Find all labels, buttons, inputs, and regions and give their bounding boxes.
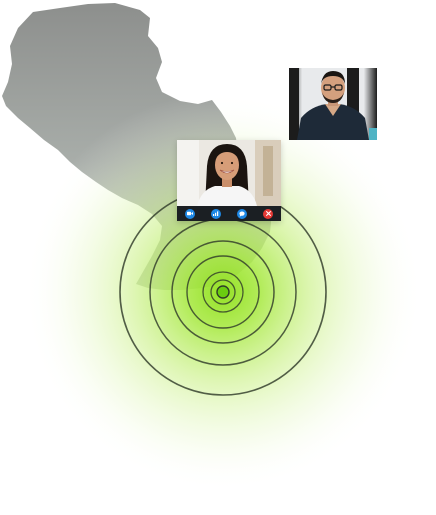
radar-ring (210, 279, 236, 305)
video-tile-man[interactable] (289, 68, 377, 140)
chat-bubble-icon (239, 211, 245, 217)
signal-button[interactable] (211, 208, 221, 219)
chat-button[interactable] (237, 208, 247, 219)
call-controls-bar (177, 206, 281, 221)
hang-up-icon (265, 211, 271, 216)
hang-up-button[interactable] (263, 208, 273, 219)
radar-ring (171, 240, 275, 344)
radar-rings (119, 188, 327, 396)
video-camera-icon (187, 211, 193, 216)
radar-center-dot (216, 285, 230, 299)
video-camera-button[interactable] (185, 208, 195, 219)
video-tile-woman[interactable] (177, 140, 281, 221)
signal-bars-icon (213, 211, 219, 216)
person-video-tile (289, 68, 377, 140)
radar-ring (186, 255, 260, 329)
radar-ring (202, 271, 244, 313)
